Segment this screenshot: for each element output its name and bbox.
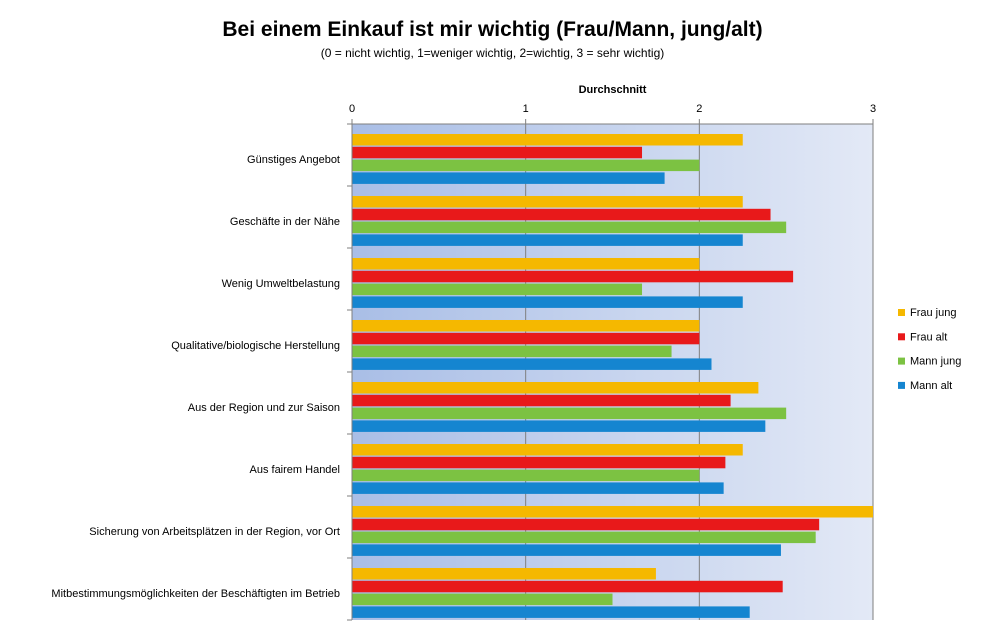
category-label: Aus der Region und zur Saison <box>188 402 340 414</box>
bar-frau-alt <box>352 456 726 469</box>
legend-swatch <box>898 381 905 389</box>
bar-mann-alt <box>352 234 743 246</box>
bar-mann-alt <box>352 606 750 618</box>
bar-mann-jung <box>352 593 613 606</box>
chart-title: Bei einem Einkauf ist mir wichtig (Frau/… <box>222 18 763 41</box>
bar-mann-alt <box>352 172 665 184</box>
bar-frau-jung <box>352 320 700 332</box>
legend-swatch <box>898 309 905 316</box>
bar-mann-jung <box>352 531 816 544</box>
category-label: Günstiges Angebot <box>247 154 340 166</box>
bar-frau-alt <box>352 394 731 407</box>
x-tick-label: 3 <box>870 103 876 115</box>
legend-swatch <box>898 333 905 341</box>
legend-swatch <box>898 357 905 365</box>
bar-mann-jung <box>352 159 700 172</box>
category-label: Qualitative/biologische Herstellung <box>171 340 340 352</box>
bar-frau-jung <box>352 258 700 270</box>
category-label: Geschäfte in der Nähe <box>230 216 340 228</box>
bar-frau-jung <box>352 568 656 580</box>
legend-label: Frau jung <box>910 307 956 319</box>
x-tick-label: 2 <box>696 103 702 115</box>
legend-label: Frau alt <box>910 331 947 343</box>
bar-mann-jung <box>352 345 672 358</box>
bar-mann-alt <box>352 358 712 370</box>
bar-frau-jung <box>352 134 743 146</box>
legend-label: Mann alt <box>910 380 952 392</box>
legend-label: Mann jung <box>910 356 961 368</box>
bar-mann-alt <box>352 420 766 432</box>
category-label: Wenig Umweltbelastung <box>222 278 340 290</box>
bar-frau-alt <box>352 146 643 159</box>
bar-mann-jung <box>352 469 700 482</box>
bar-frau-alt <box>352 580 783 593</box>
bar-frau-jung <box>352 506 873 518</box>
bar-mann-alt <box>352 544 781 556</box>
bar-mann-jung <box>352 407 787 420</box>
category-label: Sicherung von Arbeitsplätzen in der Regi… <box>89 526 340 538</box>
bar-mann-alt <box>352 296 743 308</box>
bar-frau-jung <box>352 444 743 456</box>
x-tick-label: 1 <box>523 103 529 115</box>
category-label: Mitbestimmungsmöglichkeiten der Beschäft… <box>51 588 340 600</box>
bar-frau-jung <box>352 382 759 394</box>
bar-frau-alt <box>352 208 771 221</box>
bar-frau-alt <box>352 518 820 531</box>
category-label: Aus fairem Handel <box>250 464 341 476</box>
bar-mann-jung <box>352 221 787 234</box>
bar-frau-jung <box>352 196 743 208</box>
x-tick-label: 0 <box>349 103 355 115</box>
bar-mann-alt <box>352 482 724 494</box>
x-axis-title: Durchschnitt <box>579 84 647 96</box>
chart-subtitle: (0 = nicht wichtig, 1=weniger wichtig, 2… <box>320 46 665 60</box>
bar-frau-alt <box>352 270 794 283</box>
bar-frau-alt <box>352 332 700 345</box>
bar-mann-jung <box>352 283 643 296</box>
